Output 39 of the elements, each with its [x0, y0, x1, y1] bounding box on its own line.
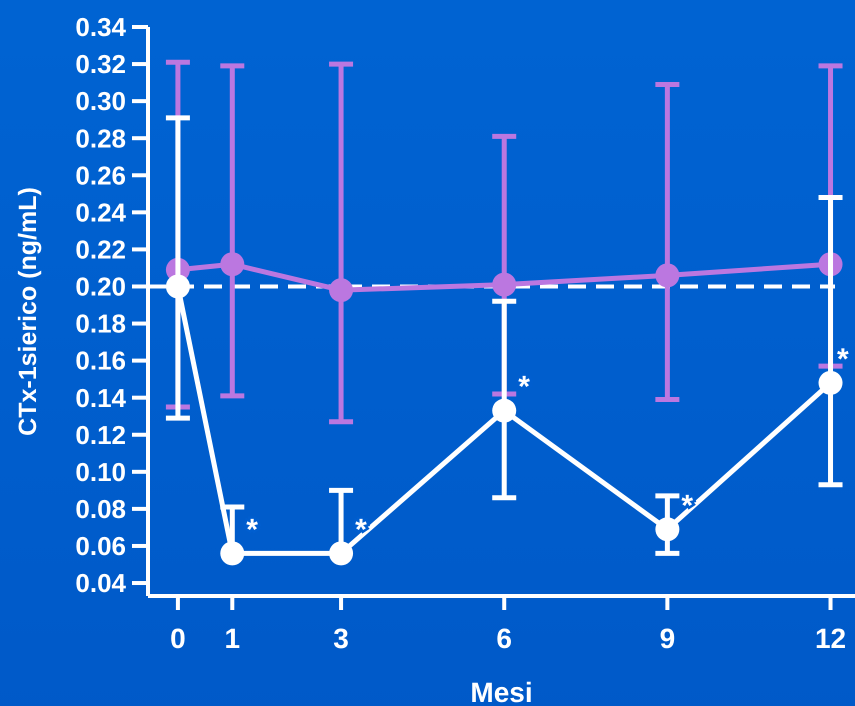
- y-tick-label: 0.16: [75, 346, 126, 376]
- y-tick-label: 0.24: [75, 197, 127, 228]
- y-tick-label: 0.18: [75, 308, 126, 339]
- point: [220, 252, 244, 276]
- y-tick-label: 0.32: [75, 49, 126, 80]
- x-tick-label: 0: [170, 623, 186, 654]
- point: [329, 541, 354, 566]
- point: [492, 398, 516, 423]
- point: [166, 274, 190, 298]
- x-tick-label: 6: [496, 623, 512, 654]
- y-tick-label: 0.14: [75, 382, 127, 413]
- point: [220, 541, 244, 566]
- x-axis-title: Mesi: [470, 677, 533, 706]
- y-tick-label: 0.34: [75, 12, 127, 42]
- x-tick-label: 1: [224, 623, 240, 654]
- y-tick-label: 0.06: [75, 531, 126, 562]
- x-tick-label: 9: [660, 623, 676, 654]
- y-axis-title: CTx-1sierico (ng/mL): [14, 187, 42, 436]
- annotation: *: [837, 342, 849, 376]
- y-tick-label: 0.08: [75, 494, 126, 524]
- point: [818, 370, 843, 395]
- y-tick-label: 0.26: [75, 160, 126, 190]
- y-tick-label: 0.30: [75, 86, 126, 116]
- annotation: *: [518, 370, 530, 404]
- y-tick-label: 0.04: [75, 568, 127, 598]
- point: [655, 263, 680, 288]
- y-tick-label: 0.12: [75, 420, 126, 450]
- annotation: *: [246, 513, 258, 546]
- annotation: *: [355, 513, 368, 546]
- y-tick-label: 0.20: [75, 272, 126, 302]
- y-tick-label: 0.22: [75, 234, 126, 265]
- x-tick-label: 12: [814, 623, 846, 654]
- y-tick-label: 0.10: [75, 456, 126, 487]
- y-tick-label: 0.28: [75, 123, 126, 154]
- x-tick-label: 3: [333, 623, 349, 654]
- annotation: *: [681, 489, 694, 522]
- point: [492, 272, 516, 297]
- point: [655, 517, 680, 542]
- point: [329, 278, 354, 302]
